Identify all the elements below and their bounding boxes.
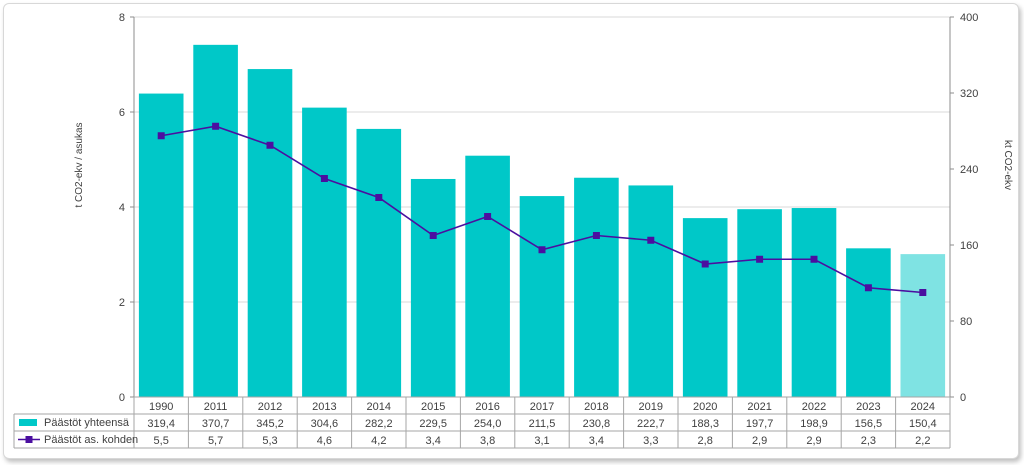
bar-value-label: 254,0 — [474, 418, 502, 430]
line-value-label: 2,3 — [861, 435, 876, 447]
line-value-label: 2,8 — [698, 435, 713, 447]
bar-2019 — [628, 185, 674, 397]
x-tick-label: 2018 — [584, 401, 608, 413]
bar-value-label: 156,5 — [855, 418, 883, 430]
line-point-2024 — [919, 289, 927, 296]
right-tick-label: 320 — [960, 88, 978, 100]
line-value-label: 3,1 — [534, 435, 549, 447]
left-tick-label: 8 — [119, 12, 125, 24]
line-series — [157, 122, 927, 296]
bar-value-label: 319,4 — [147, 418, 175, 430]
line-value-label: 3,4 — [426, 435, 441, 447]
line-point-2012 — [266, 141, 274, 149]
line-value-label: 3,8 — [480, 435, 495, 447]
line-point-2018 — [592, 232, 600, 239]
line-point-2015 — [429, 232, 437, 239]
line-value-label: 5,5 — [154, 435, 169, 447]
bar-1990 — [138, 93, 184, 397]
bar-value-label: 304,6 — [311, 418, 339, 430]
x-tick-label: 2011 — [204, 401, 228, 413]
x-tick-label: 2020 — [693, 401, 717, 413]
line-point-2023 — [864, 284, 872, 292]
x-tick-label: 2015 — [421, 401, 445, 413]
bar-2020 — [682, 218, 728, 397]
x-tick-label: 2022 — [802, 401, 826, 413]
right-tick-label: 240 — [960, 164, 978, 176]
line-point-2019 — [647, 236, 655, 244]
bar-2014 — [356, 128, 402, 397]
x-tick-label: 2017 — [530, 401, 554, 413]
bar-2018 — [574, 177, 619, 397]
right-axis-title: kt CO2-ekv — [1002, 140, 1013, 190]
bar-value-label: 282,2 — [365, 418, 393, 430]
line-point-2013 — [320, 175, 328, 182]
bar-value-label: 188,3 — [691, 418, 719, 430]
x-tick-label: 2021 — [747, 401, 771, 413]
right-tick-label: 0 — [960, 392, 966, 404]
bar-2016 — [465, 155, 510, 397]
bar-2013 — [302, 107, 347, 397]
line-point-2011 — [212, 122, 220, 130]
bar-value-label: 229,5 — [419, 418, 447, 430]
line-value-label: 3,3 — [643, 435, 658, 447]
bar-2022 — [791, 208, 837, 397]
bar-2024 — [900, 254, 946, 397]
left-axis-title: t CO2-ekv / asukas — [74, 122, 85, 207]
bar-value-label: 222,7 — [637, 418, 665, 430]
left-tick-label: 0 — [119, 392, 125, 404]
left-tick-label: 4 — [119, 202, 125, 214]
x-tick-label: 2023 — [856, 401, 880, 413]
bar-value-label: 230,8 — [583, 418, 611, 430]
bar-series — [138, 44, 946, 398]
line-value-label: 2,2 — [915, 435, 930, 447]
bar-2011 — [193, 44, 238, 398]
data-table: 1990 2011 2012 2013 2014 2015 2016 2017 2018 2019… — [13, 396, 951, 449]
x-tick-label: 1990 — [149, 401, 173, 413]
bar-2012 — [247, 69, 293, 397]
line-value-label: 3,4 — [589, 435, 604, 447]
bar-value-label: 211,5 — [529, 418, 556, 430]
x-tick-label: 2019 — [639, 401, 663, 413]
bar-value-label: 370,7 — [202, 418, 230, 430]
x-tick-label: 2013 — [312, 401, 336, 413]
line-point-2021 — [756, 255, 764, 263]
legend-label-line: Päästöt as. kohden — [44, 434, 138, 446]
right-tick-label: 80 — [960, 316, 972, 328]
line-point-2017 — [538, 246, 546, 254]
line-value-label: 4,2 — [371, 435, 386, 447]
line-point-2014 — [375, 194, 383, 201]
right-tick-label: 160 — [960, 240, 978, 252]
bar-value-label: 198,9 — [800, 418, 828, 430]
bar-2023 — [846, 248, 891, 397]
bar-2015 — [410, 178, 456, 397]
line-point-1990 — [157, 132, 165, 140]
left-tick-label: 2 — [119, 297, 125, 309]
legend-key-line-marker — [25, 436, 33, 443]
line-point-2022 — [810, 255, 818, 263]
line-point-2020 — [701, 260, 709, 268]
line-value-label: 2,9 — [752, 435, 767, 447]
left-tick-label: 6 — [119, 107, 125, 119]
line-point-2016 — [484, 213, 492, 220]
line-value-label: 2,9 — [806, 435, 821, 447]
bar-2021 — [737, 209, 782, 397]
line-value-label: 5,7 — [208, 435, 223, 447]
line-value-label: 4,6 — [317, 435, 332, 447]
x-tick-label: 2016 — [475, 401, 499, 413]
right-tick-label: 400 — [960, 12, 978, 24]
legend-key-bars — [19, 419, 37, 426]
bar-value-label: 150,4 — [909, 418, 937, 430]
bar-value-label: 345,2 — [256, 418, 284, 430]
x-tick-label: 2012 — [258, 401, 282, 413]
legend-label-bars: Päästöt yhteensä — [44, 417, 130, 429]
bar-2017 — [519, 196, 565, 397]
x-tick-label: 2024 — [911, 401, 935, 413]
line-value-label: 5,3 — [262, 435, 277, 447]
x-tick-label: 2014 — [367, 401, 391, 413]
bar-value-label: 197,7 — [746, 418, 774, 430]
